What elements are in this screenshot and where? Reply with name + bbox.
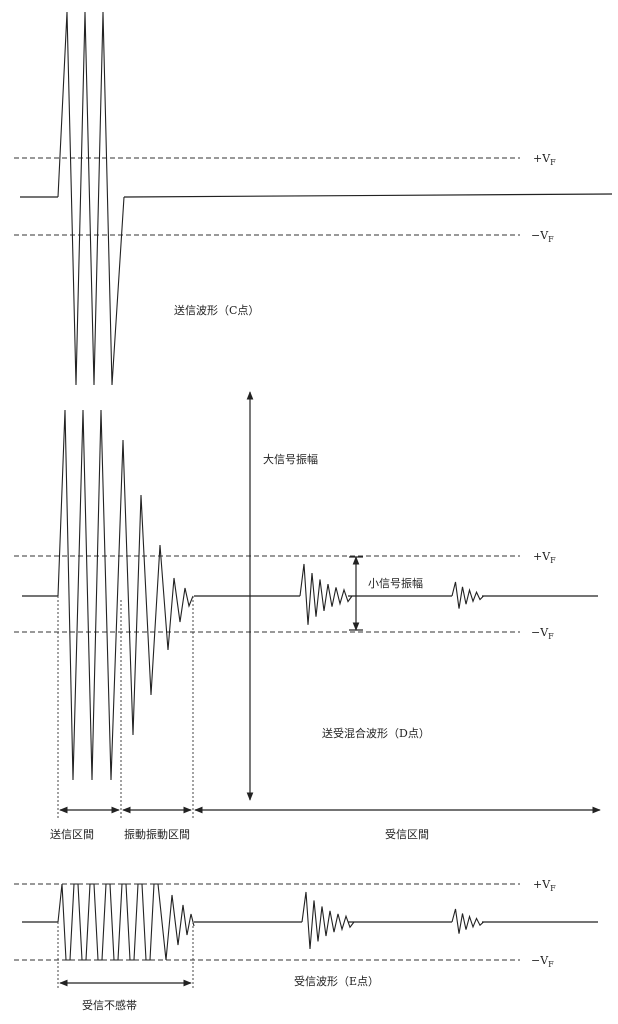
bot-large-echo — [301, 891, 355, 950]
mid-caption: 送受混合波形（D点） — [322, 726, 430, 740]
bot-minus-vf-label: −VF — [531, 954, 554, 969]
transmit-interval-label: 送信区間 — [50, 827, 94, 841]
panel-top: +VF −VF 送信波形（C点） — [14, 11, 613, 386]
receive-interval-label: 受信区間 — [385, 828, 429, 841]
dead-zone-label: 受信不感帯 — [82, 999, 137, 1012]
panel-middle: 大信号振幅 小信号振幅 +VF −VF 送受混合波形（D点） 送信区間 振動振動… — [14, 391, 601, 841]
top-caption: 送信波形（C点） — [174, 303, 259, 317]
panel-bottom: +VF −VF 受信波形（E点） 受信不感帯 — [14, 878, 598, 1012]
mid-small-echo — [451, 581, 484, 609]
top-minus-vf-label: −VF — [531, 229, 554, 244]
mid-transmit-and-ringing-wave — [57, 409, 194, 781]
ringing-interval-label: 振動振動区間 — [124, 827, 190, 841]
mid-plus-vf-label: +VF — [533, 550, 556, 565]
top-transmit-burst — [57, 11, 125, 386]
mid-large-echo — [299, 563, 353, 625]
small-amplitude-label: 小信号振幅 — [368, 576, 423, 590]
bot-clipped-transmit-wave — [57, 883, 195, 961]
bot-caption: 受信波形（E点） — [294, 975, 379, 988]
mid-minus-vf-label: −VF — [531, 626, 554, 641]
bot-plus-vf-label: +VF — [533, 878, 556, 893]
large-amplitude-label: 大信号振幅 — [263, 452, 318, 466]
top-plus-vf-label: +VF — [533, 152, 556, 167]
bot-small-echo — [451, 908, 484, 934]
top-baseline-right — [123, 193, 613, 198]
